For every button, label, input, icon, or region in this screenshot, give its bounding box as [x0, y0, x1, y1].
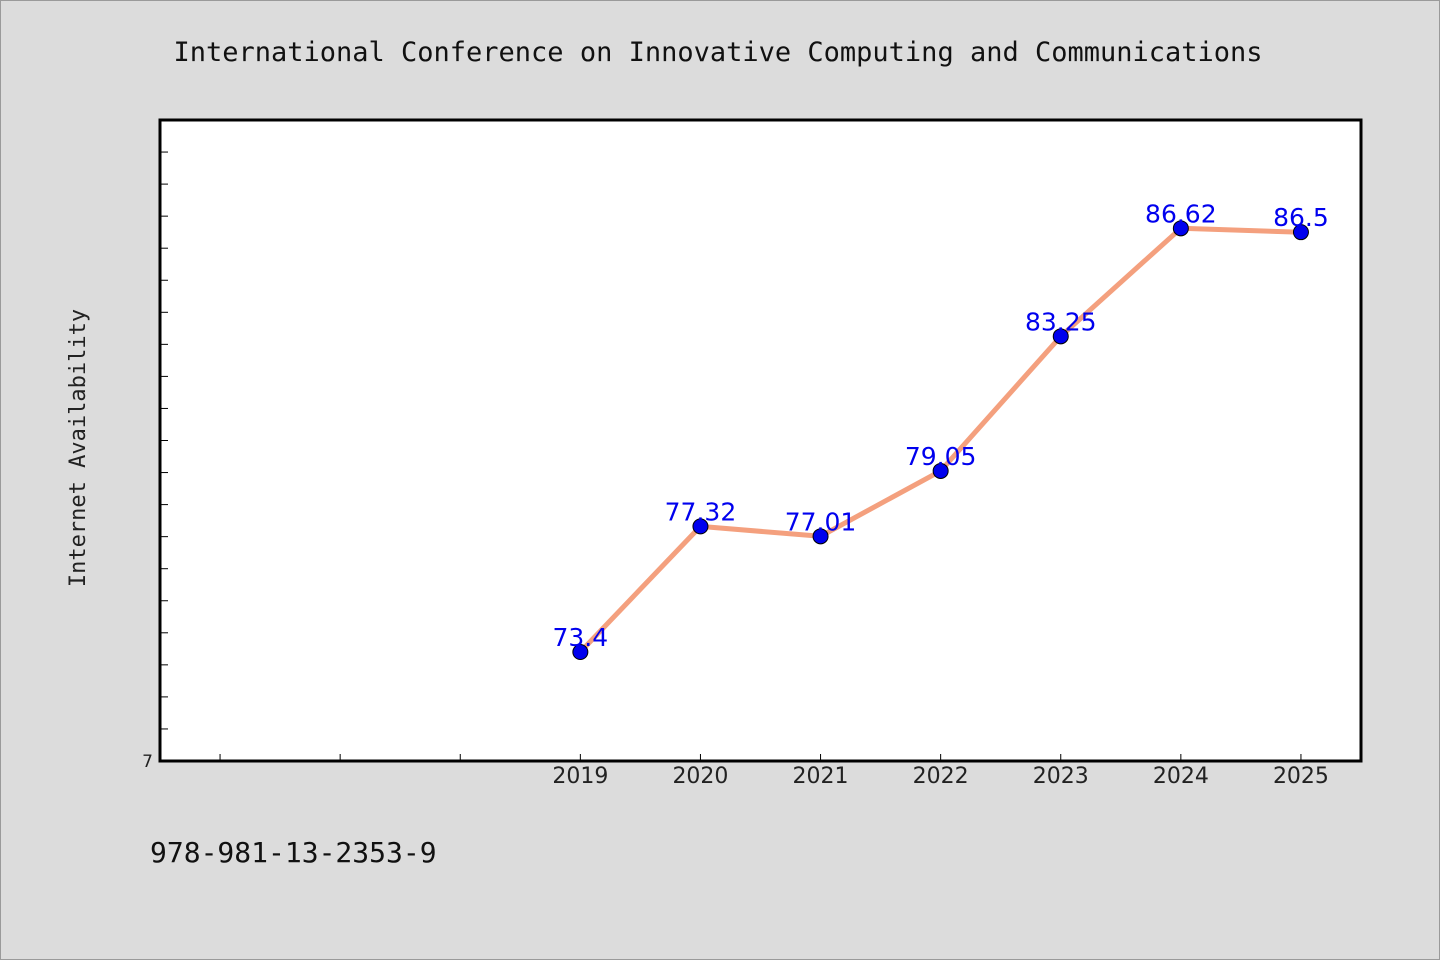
data-label: 86.62	[1145, 199, 1217, 228]
data-label: 77.01	[785, 507, 857, 536]
plot-area	[158, 118, 1363, 763]
data-label: 86.5	[1273, 203, 1329, 232]
data-point	[812, 528, 829, 545]
x-tick-label: 2020	[672, 764, 728, 789]
chart-title: International Conference on Innovative C…	[173, 37, 1262, 68]
data-label: 83.25	[1025, 307, 1097, 336]
isbn-footer: 978-981-13-2353-9	[150, 836, 437, 869]
data-point	[572, 644, 589, 661]
x-tick-label: 2025	[1273, 764, 1329, 789]
data-point	[1052, 328, 1069, 345]
y-tick-label: 7	[142, 752, 153, 772]
data-point	[1292, 224, 1309, 241]
data-labels: 73.4 77.32 77.01 79.05 83.25 86.62 86.5	[553, 199, 1329, 652]
y-axis-label: Internet Availability	[66, 309, 91, 587]
data-label: 77.32	[665, 497, 737, 526]
x-axis-ticks: 2019 2020 2021 2022 2023 2024 2025	[219, 754, 1329, 789]
x-tick-label: 2019	[552, 764, 608, 789]
series-layer	[572, 220, 1309, 661]
y-axis-ticks: 7	[142, 151, 168, 772]
data-point	[1172, 220, 1189, 237]
x-tick-label: 2023	[1033, 764, 1089, 789]
x-tick-label: 2022	[913, 764, 969, 789]
data-point	[932, 462, 949, 479]
data-label: 79.05	[905, 442, 977, 471]
data-point	[692, 518, 709, 535]
x-tick-label: 2024	[1153, 764, 1209, 789]
x-tick-label: 2021	[793, 764, 849, 789]
data-label: 73.4	[553, 623, 609, 652]
